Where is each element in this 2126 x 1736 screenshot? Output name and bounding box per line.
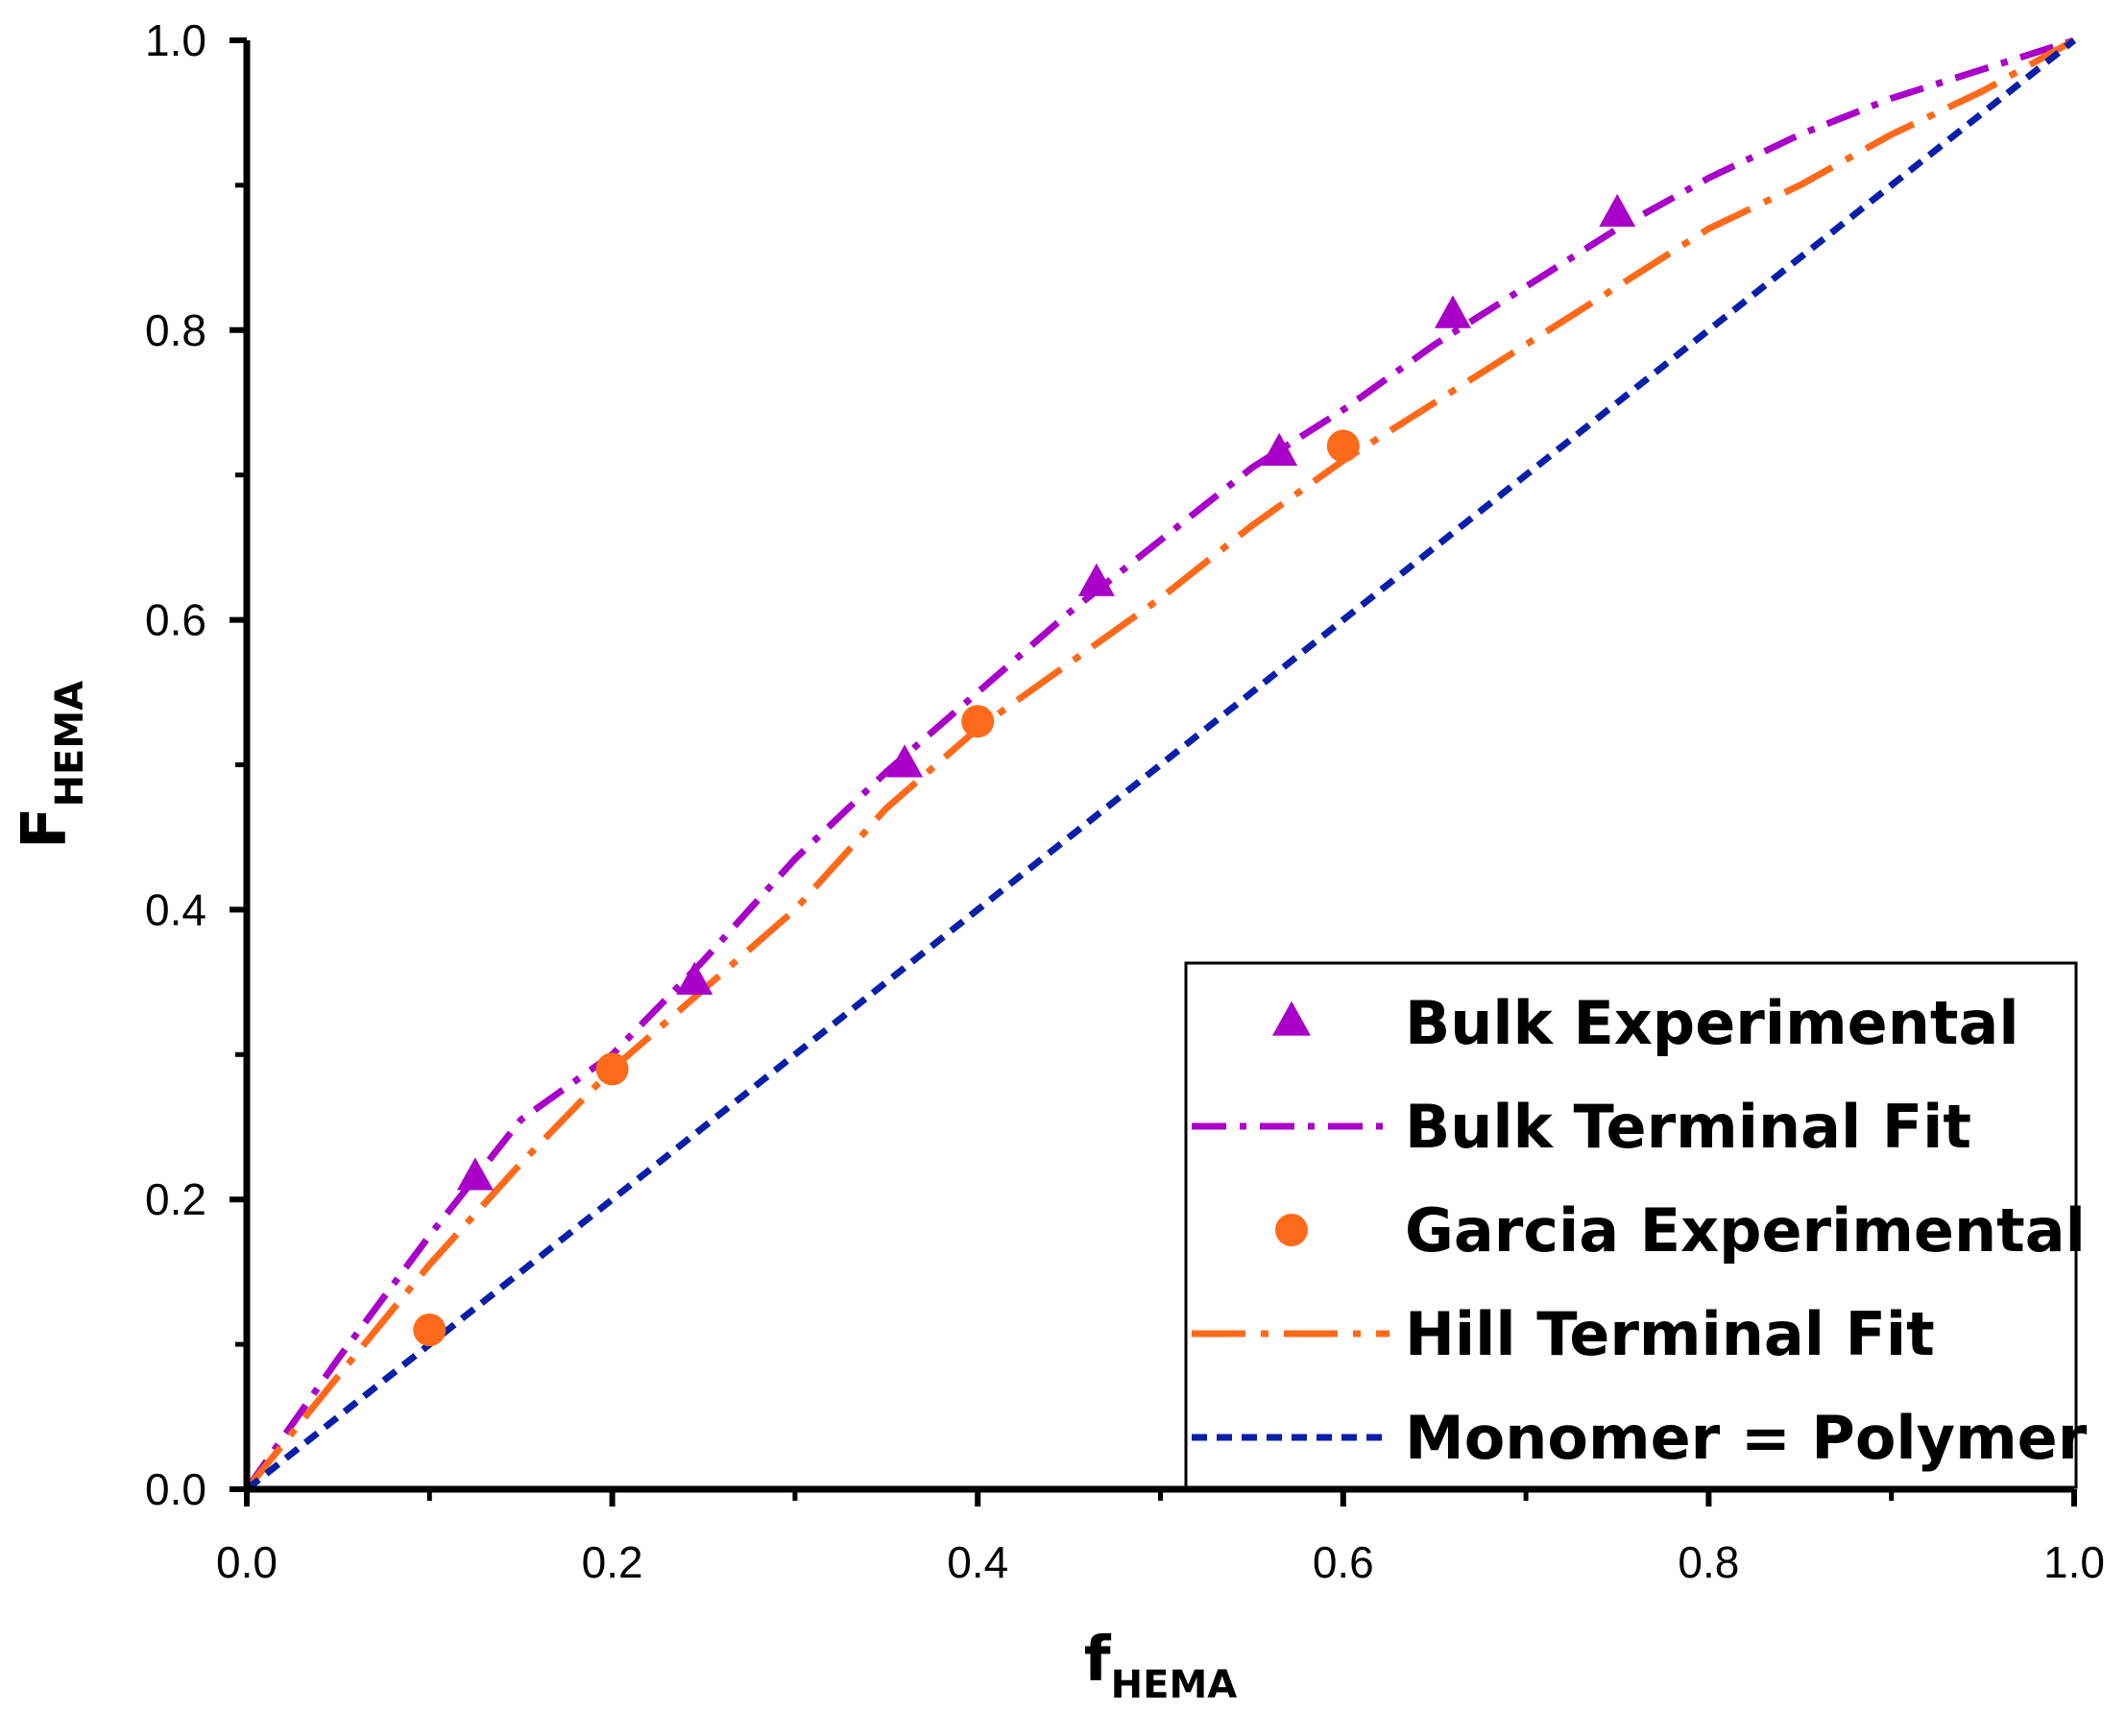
- legend-swatch-circle: [1275, 1214, 1308, 1246]
- legend-item: Garcia Experimental: [1275, 1195, 2086, 1266]
- garcia-experimental-point: [413, 1314, 447, 1347]
- bulk-experimental-point: [1261, 432, 1298, 467]
- plot-series: [244, 36, 2077, 1492]
- y-tick-label: 0.2: [145, 1174, 206, 1224]
- garcia-experimental-point: [595, 1052, 629, 1086]
- legend-items: Bulk Experimental Bulk Terminal Fit Garcia…: [1192, 988, 2088, 1473]
- x-tick-label: 0.0: [216, 1537, 278, 1587]
- bulk-experimental-point: [886, 744, 924, 778]
- axis-titles: fHEMA FHEMA: [10, 681, 1237, 1707]
- x-tick-label: 0.2: [582, 1537, 643, 1587]
- series-line-hill-terminal-fit: [244, 36, 2076, 1492]
- series-line-monomer-polymer: [244, 37, 2077, 1492]
- legend-label: Bulk Terminal Fit: [1405, 1092, 1971, 1162]
- bulk-experimental-point: [1599, 193, 1636, 228]
- garcia-experimental-point: [961, 705, 995, 738]
- y-axis-title: FHEMA: [10, 681, 92, 849]
- y-tick-label: 0.0: [145, 1464, 206, 1514]
- legend-item: Hill Terminal Fit: [1192, 1299, 1935, 1369]
- legend-swatch-triangle: [1272, 1001, 1311, 1036]
- bulk-experimental-point: [456, 1157, 494, 1191]
- y-axis-title-sub: HEMA: [48, 681, 92, 808]
- x-axis-title-main: f: [1084, 1625, 1112, 1696]
- legend-label: Monomer = Polymer: [1405, 1403, 2088, 1473]
- legend-item: Bulk Terminal Fit: [1192, 1092, 1971, 1162]
- legend: Bulk Experimental Bulk Terminal Fit Garcia…: [1184, 961, 2088, 1489]
- x-tick-label: 1.0: [2043, 1537, 2105, 1587]
- bulk-experimental-point: [676, 961, 713, 995]
- x-tick-label: 0.8: [1678, 1537, 1739, 1587]
- legend-label: Garcia Experimental: [1405, 1195, 2086, 1266]
- legend-label: Hill Terminal Fit: [1405, 1299, 1935, 1369]
- x-axis-title-sub: HEMA: [1111, 1663, 1238, 1707]
- y-tick-label: 0.4: [145, 884, 206, 934]
- series-line-bulk-terminal-fit: [244, 36, 2076, 1492]
- legend-box: [1184, 961, 2078, 1489]
- y-tick-label: 1.0: [145, 15, 206, 65]
- axis-ticks: 0.0 0.2 0.4 0.6 0.8 1.0 0.0 0.2 0.4 0.6 0.8 1.0: [145, 15, 2105, 1587]
- y-axis-title-main: F: [10, 807, 81, 849]
- bulk-experimental-point: [1434, 295, 1471, 328]
- legend-label: Bulk Experimental: [1405, 988, 2019, 1058]
- bulk-experimental-point: [1077, 563, 1115, 596]
- x-axis-title: fHEMA: [1084, 1625, 1237, 1707]
- y-tick-label: 0.6: [145, 595, 206, 645]
- legend-item: Monomer = Polymer: [1192, 1403, 2088, 1473]
- y-tick-label: 0.8: [145, 305, 206, 355]
- x-tick-label: 0.6: [1313, 1537, 1374, 1587]
- legend-item: Bulk Experimental: [1272, 988, 2019, 1058]
- x-tick-label: 0.4: [947, 1537, 1008, 1587]
- garcia-experimental-point: [1326, 429, 1360, 463]
